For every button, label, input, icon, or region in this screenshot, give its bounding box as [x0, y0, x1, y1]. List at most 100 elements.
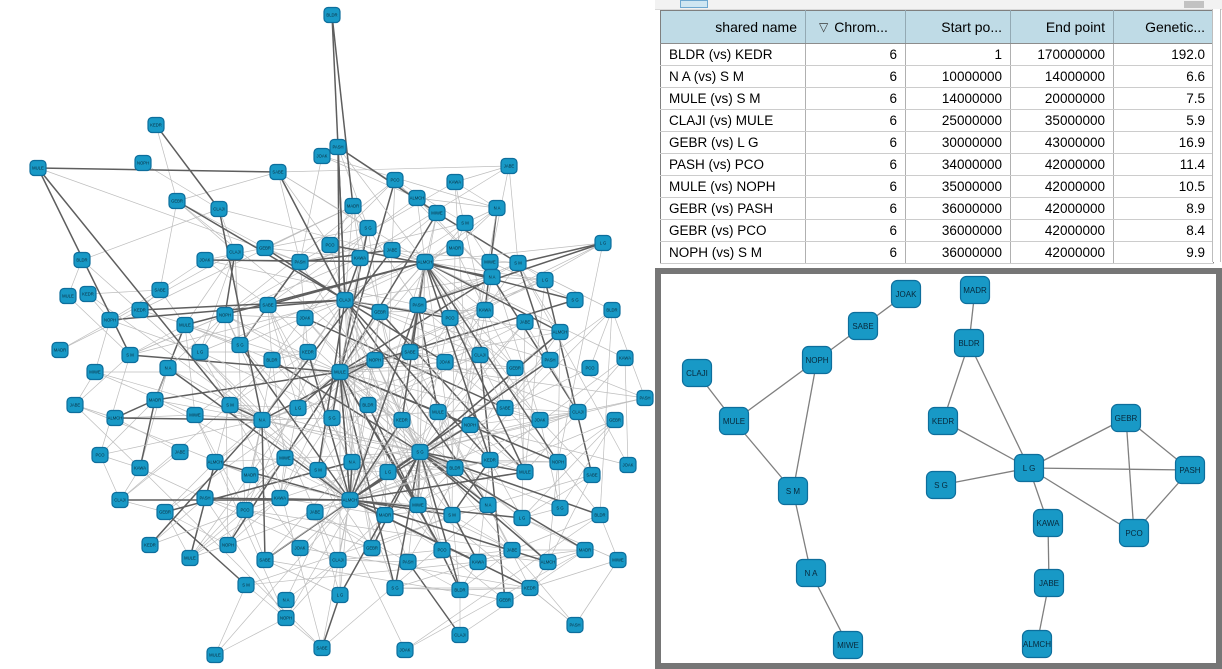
- network-edge[interactable]: [271, 299, 346, 361]
- network-node[interactable]: BLDR: [323, 6, 341, 24]
- network-edge[interactable]: [517, 262, 629, 466]
- network-edge[interactable]: [59, 251, 236, 351]
- network-edge[interactable]: [159, 200, 178, 291]
- network-node[interactable]: N A: [483, 268, 501, 286]
- network-edge[interactable]: [371, 451, 421, 549]
- network-node[interactable]: S M: [309, 461, 327, 479]
- network-edge[interactable]: [277, 171, 346, 301]
- network-edge[interactable]: [94, 371, 196, 416]
- network-node[interactable]: JABE: [500, 157, 518, 175]
- network-node[interactable]: PASH: [291, 253, 309, 271]
- network-edge[interactable]: [337, 559, 409, 563]
- network-edge[interactable]: [339, 371, 351, 501]
- network-edge[interactable]: [1028, 467, 1135, 534]
- network-edge[interactable]: [424, 212, 438, 263]
- network-node[interactable]: L G: [594, 234, 612, 252]
- network-node[interactable]: JOAK: [890, 279, 922, 309]
- network-node[interactable]: GEBR: [156, 503, 174, 521]
- network-node[interactable]: CLAJI: [329, 551, 347, 569]
- network-edge[interactable]: [436, 212, 519, 264]
- network-edge[interactable]: [337, 514, 386, 561]
- network-node[interactable]: NOPH: [549, 453, 567, 471]
- network-edge[interactable]: [504, 359, 551, 409]
- network-edge[interactable]: [176, 171, 279, 202]
- network-edge[interactable]: [249, 419, 263, 476]
- network-edge[interactable]: [371, 514, 453, 549]
- network-node[interactable]: S M: [456, 214, 474, 232]
- network-edge[interactable]: [577, 357, 626, 413]
- network-node[interactable]: S G: [411, 443, 429, 461]
- network-node[interactable]: KAWA: [469, 553, 487, 571]
- network-edge[interactable]: [184, 324, 231, 406]
- network-node[interactable]: SABE: [259, 296, 277, 314]
- network-edge[interactable]: [218, 208, 263, 421]
- network-node[interactable]: MIWE: [609, 551, 627, 569]
- network-edge[interactable]: [261, 419, 351, 501]
- network-node[interactable]: KEDR: [521, 579, 539, 597]
- network-edge[interactable]: [261, 359, 273, 421]
- network-node[interactable]: NOPH: [366, 351, 384, 369]
- network-edge[interactable]: [521, 321, 526, 519]
- network-edge[interactable]: [1028, 467, 1191, 471]
- table-row[interactable]: GEBR (vs) PASH 6 36000000 42000000 8.9: [660, 197, 1214, 220]
- detail-network-canvas[interactable]: JOAK SABE NOPH CLAJI MULE S M N A MIWE MADR BLDR K…: [661, 274, 1216, 663]
- network-node[interactable]: ALMCH: [551, 323, 569, 341]
- network-node[interactable]: MULE: [181, 549, 199, 567]
- network-edge[interactable]: [119, 451, 181, 501]
- network-edge[interactable]: [299, 155, 323, 263]
- network-edge[interactable]: [299, 249, 393, 263]
- network-edge[interactable]: [264, 499, 351, 561]
- network-node[interactable]: BLDR: [263, 351, 281, 369]
- network-node[interactable]: MIWE: [832, 630, 864, 660]
- network-node[interactable]: BLDR: [73, 251, 91, 269]
- network-edge[interactable]: [189, 407, 299, 559]
- network-node[interactable]: S G: [359, 219, 377, 237]
- network-edge[interactable]: [214, 419, 263, 463]
- network-edge[interactable]: [557, 461, 601, 516]
- network-edge[interactable]: [459, 587, 531, 591]
- network-node[interactable]: S G: [551, 499, 569, 517]
- network-node[interactable]: PCO: [91, 446, 109, 464]
- network-edge[interactable]: [331, 14, 346, 301]
- network-edge[interactable]: [317, 299, 346, 471]
- network-edge[interactable]: [264, 247, 346, 301]
- network-edge[interactable]: [557, 242, 604, 463]
- network-node[interactable]: L G: [289, 399, 307, 417]
- network-edge[interactable]: [514, 367, 526, 473]
- network-node[interactable]: KAWA: [351, 249, 369, 267]
- network-edge[interactable]: [299, 261, 309, 353]
- network-node[interactable]: KEDR: [481, 451, 499, 469]
- network-edge[interactable]: [261, 249, 393, 421]
- network-edge[interactable]: [349, 404, 369, 501]
- network-edge[interactable]: [367, 227, 381, 313]
- network-node[interactable]: ALMCH: [1021, 629, 1053, 659]
- network-node[interactable]: MADR: [576, 541, 594, 559]
- network-edge[interactable]: [557, 419, 616, 463]
- network-edge[interactable]: [344, 299, 353, 463]
- network-edge[interactable]: [199, 351, 421, 453]
- network-node[interactable]: S G: [323, 409, 341, 427]
- network-edge[interactable]: [379, 311, 421, 453]
- network-node[interactable]: N A: [795, 558, 827, 588]
- network-edge[interactable]: [155, 124, 178, 202]
- network-node[interactable]: SABE: [313, 639, 331, 657]
- network-node[interactable]: JABE: [306, 503, 324, 521]
- network-edge[interactable]: [304, 317, 421, 453]
- column-header-chromosome[interactable]: ▽ Chrom...: [805, 10, 906, 44]
- network-edge[interactable]: [139, 299, 346, 311]
- network-edge[interactable]: [416, 197, 426, 263]
- network-edge[interactable]: [477, 549, 586, 563]
- network-node[interactable]: CLAJI: [226, 243, 244, 261]
- network-edge[interactable]: [521, 419, 616, 519]
- network-node[interactable]: CLAJI: [569, 403, 587, 421]
- network-node[interactable]: N A: [479, 496, 497, 514]
- network-node[interactable]: SABE: [151, 281, 169, 299]
- network-edge[interactable]: [189, 497, 281, 559]
- network-edge[interactable]: [99, 399, 156, 456]
- network-edge[interactable]: [149, 419, 263, 546]
- network-edge[interactable]: [489, 261, 576, 301]
- network-edge[interactable]: [229, 404, 319, 471]
- network-node[interactable]: PASH: [541, 351, 559, 369]
- network-node[interactable]: KEDR: [927, 406, 959, 436]
- network-edge[interactable]: [314, 511, 409, 563]
